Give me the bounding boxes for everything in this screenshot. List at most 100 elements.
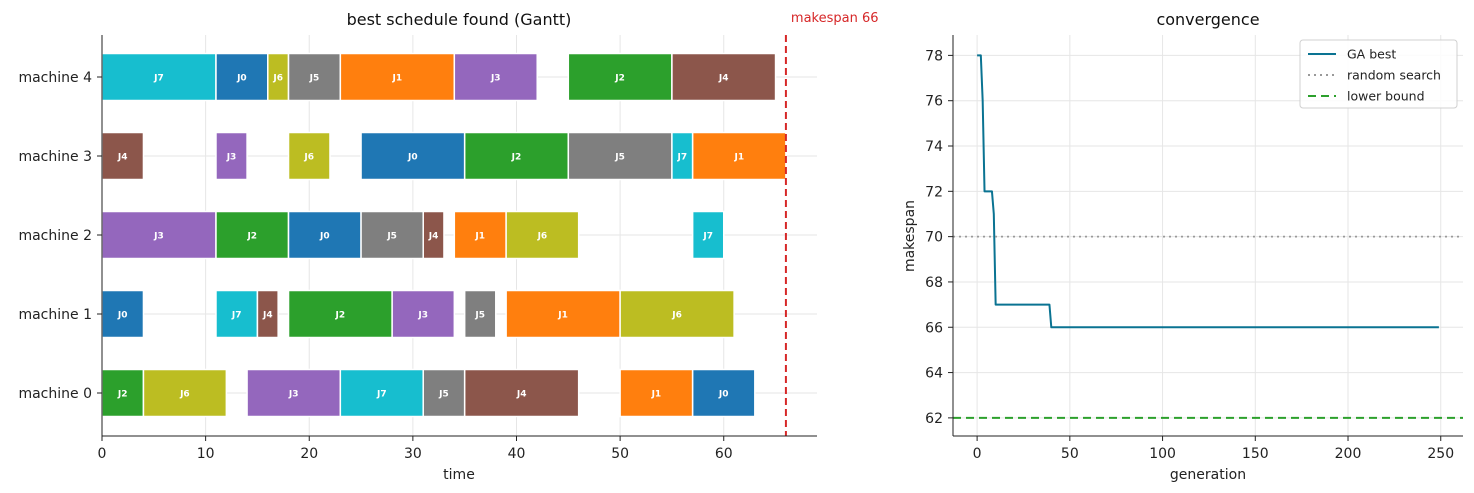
gantt-task-label: J2 [246,232,257,242]
convergence-x-ticks: 0 50 100 150 200 250 [973,436,1454,462]
convergence-x-tick-label: 50 [1061,446,1079,462]
gantt-task: J4 [101,131,145,181]
legend-label: GA best [1347,47,1396,62]
convergence-y-tick-label: 70 [925,230,943,246]
gantt-task-label: J1 [557,311,568,321]
convergence-y-tick-label: 64 [925,366,943,382]
gantt-task-bar [256,289,279,339]
gantt-task-label: J3 [490,74,501,84]
gantt-task: J6 [287,131,331,181]
gantt-task-label: J0 [236,74,247,84]
gantt-task-bar [463,368,580,418]
gantt-x-tick-label: 0 [98,446,107,462]
gantt-y-tick-label: machine 3 [18,149,92,165]
gantt-task: J0 [215,52,269,102]
gantt-x-tick-label: 10 [197,446,215,462]
gantt-task-bar [142,368,228,418]
gantt-task: J5 [360,210,424,260]
gantt-task-bar [463,289,497,339]
gantt-task-label: J5 [474,311,485,321]
convergence-y-tick-label: 78 [925,48,943,64]
gantt-task-bar [215,52,269,102]
gantt-x-tick-label: 50 [611,446,629,462]
gantt-task-label: J1 [733,153,744,163]
convergence-y-tick-label: 62 [925,411,943,427]
gantt-task-bar [422,368,466,418]
legend-box [1299,39,1458,109]
gantt-task-label: J7 [231,311,242,321]
gantt-y-tick-label: machine 4 [18,70,92,86]
gantt-task-bar [360,131,466,181]
gantt-task-bar [453,52,538,102]
gantt-task: J3 [215,131,248,181]
gantt-task-label: J0 [117,311,128,321]
convergence-x-label: generation [1170,467,1246,483]
gantt-task-bar [391,289,456,339]
gantt-task: J6 [619,289,735,339]
gantt-task: J6 [505,210,580,260]
gantt-task-label: J1 [474,232,485,242]
gantt-task-bar [422,210,445,260]
gantt-task-label: J2 [335,311,346,321]
gantt-task-label: J4 [262,311,273,321]
gantt-task-bar [691,368,756,418]
gantt-task: J4 [671,52,777,102]
gantt-task-label: J3 [288,390,299,400]
legend-label: random search [1347,68,1441,83]
gantt-task: J3 [246,368,342,418]
gantt-task-label: J0 [718,390,729,400]
gantt-task-label: J3 [153,232,164,242]
gantt-task-bar [101,52,217,102]
gantt-y-ticks: machine 0 machine 1 machine 2 machine 3 mach… [18,70,102,402]
gantt-task-label: J4 [428,232,439,242]
gantt-bars: J2 J6 J3 J7 J5 J4 J1 J0 J0 J7 J4 J2 J3 J5 J1 J6 J3 J2 J0 J5… [101,52,787,418]
gantt-title: best schedule found (Gantt) [347,10,572,29]
gantt-task-bar [671,52,777,102]
gantt-task: J2 [215,210,290,260]
convergence-y-tick-label: 72 [925,184,943,200]
gantt-task: J5 [287,52,342,102]
gantt-task: J6 [142,368,228,418]
gantt-task-bar [691,210,725,260]
gantt-task: J0 [287,210,362,260]
gantt-task: J7 [671,131,694,181]
gantt-task-bar [287,289,393,339]
gantt-task-label: J7 [702,232,713,242]
gantt-task-label: J6 [671,311,682,321]
gantt-task-bar [287,131,331,181]
gantt-task-label: J5 [386,232,397,242]
gantt-task: J7 [339,368,424,418]
gantt-task-label: J2 [117,390,128,400]
gantt-task-label: J3 [417,311,428,321]
gantt-task: J4 [463,368,580,418]
makespan-label: makespan 66 [791,11,879,26]
gantt-task-label: J6 [179,390,190,400]
convergence-title: convergence [1156,10,1259,29]
gantt-task: J1 [691,131,787,181]
convergence-y-tick-label: 66 [925,320,943,336]
gantt-task-label: J4 [718,74,729,84]
gantt-x-tick-label: 20 [300,446,318,462]
convergence-x-tick-label: 150 [1242,446,1269,462]
gantt-task-label: J6 [537,232,548,242]
gantt-task: J3 [453,52,538,102]
convergence-y-label: makespan [902,200,918,272]
gantt-task-label: J2 [614,74,625,84]
gantt-task-label: J0 [407,153,418,163]
legend-label: lower bound [1347,89,1425,104]
convergence-y-ticks: 62 64 66 68 70 72 74 76 78 [925,48,953,427]
convergence-y-tick-label: 76 [925,94,943,110]
gantt-x-tick-label: 30 [404,446,422,462]
gantt-task: J1 [453,210,507,260]
convergence-x-tick-label: 250 [1427,446,1454,462]
gantt-task: J0 [691,368,756,418]
gantt-task: J7 [691,210,725,260]
gantt-task-bar [215,131,248,181]
gantt-task: J3 [101,210,217,260]
convergence-x-tick-label: 200 [1335,446,1362,462]
convergence-y-tick-label: 74 [925,139,943,155]
gantt-task-bar [619,289,735,339]
gantt-x-tick-label: 60 [715,446,733,462]
gantt-task-bar [505,289,621,339]
